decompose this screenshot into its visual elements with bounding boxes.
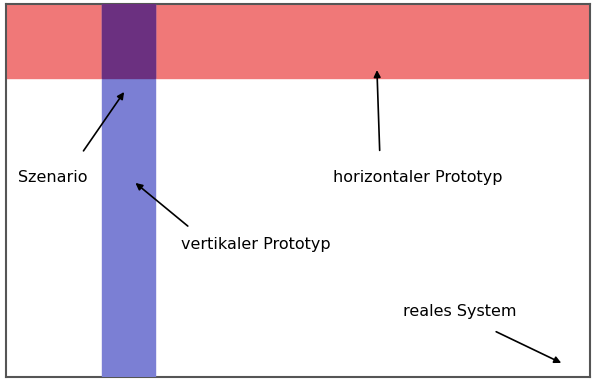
Text: reales System: reales System [403, 304, 517, 319]
Bar [6, 4, 590, 78]
Bar [103, 4, 155, 377]
Text: vertikaler Prototyp: vertikaler Prototyp [181, 237, 331, 252]
Bar [103, 4, 155, 78]
Text: horizontaler Prototyp: horizontaler Prototyp [333, 170, 502, 185]
Text: Szenario: Szenario [18, 170, 87, 185]
